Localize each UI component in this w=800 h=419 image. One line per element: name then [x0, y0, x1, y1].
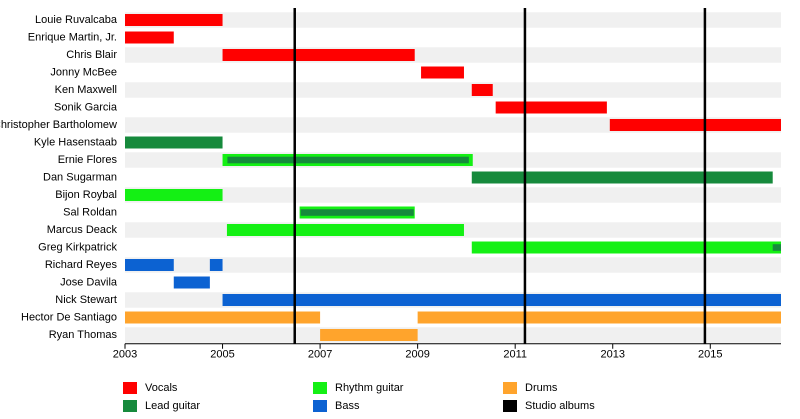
x-tick-label: 2015: [698, 349, 722, 361]
bar: [320, 329, 418, 341]
row-label: Jonny McBee: [50, 66, 117, 78]
bar: [209, 259, 223, 271]
legend-label: Bass: [335, 400, 360, 412]
row-label: Nick Stewart: [55, 294, 117, 306]
row-label: Ryan Thomas: [49, 329, 118, 341]
row-label: Kyle Hasenstaab: [34, 136, 117, 148]
row-label: Richard Reyes: [45, 259, 118, 271]
x-tick-label: 2007: [308, 349, 332, 361]
row-label: Christopher Bartholomew: [0, 119, 117, 131]
legend-label: Rhythm guitar: [335, 382, 404, 394]
row-band: [125, 327, 781, 343]
bar: [125, 31, 174, 44]
bar: [471, 171, 773, 184]
bar: [125, 189, 223, 201]
bar: [173, 276, 210, 289]
x-tick-label: 2009: [405, 349, 429, 361]
legend-swatch: [503, 382, 517, 394]
legend-label: Vocals: [145, 382, 178, 394]
row-label: Ernie Flores: [58, 154, 118, 166]
bar: [226, 224, 464, 236]
x-tick-label: 2013: [600, 349, 624, 361]
x-tick-label: 2003: [113, 349, 137, 361]
row-label: Louie Ruvalcaba: [35, 14, 118, 26]
legend-label: Studio albums: [525, 400, 595, 412]
row-label: Bijon Roybal: [55, 189, 117, 201]
x-tick-label: 2005: [210, 349, 234, 361]
bar: [227, 156, 469, 164]
legend-label: Drums: [525, 382, 558, 394]
bar: [222, 294, 782, 306]
legend-swatch: [313, 382, 327, 394]
row-band: [125, 187, 781, 203]
bar: [421, 66, 464, 79]
row-label: Hector De Santiago: [21, 311, 117, 323]
legend-label: Lead guitar: [145, 400, 200, 412]
row-band: [125, 12, 781, 28]
bar: [609, 119, 781, 131]
row-band: [125, 82, 781, 98]
row-label: Jose Davila: [60, 276, 118, 288]
legend-swatch: [313, 400, 327, 412]
bar: [125, 311, 321, 324]
bar: [495, 101, 607, 114]
row-label: Dan Sugarman: [43, 171, 117, 183]
bar: [300, 209, 414, 216]
bar: [125, 14, 223, 26]
row-label: Enrique Martin, Jr.: [28, 31, 117, 43]
row-band: [125, 257, 781, 273]
bar: [471, 241, 781, 254]
bar: [772, 244, 781, 251]
row-label: Chris Blair: [66, 49, 117, 61]
bar: [222, 49, 415, 61]
legend-swatch: [503, 400, 517, 412]
legend-swatch: [123, 400, 137, 412]
bar: [125, 136, 223, 149]
x-tick-label: 2011: [503, 349, 527, 361]
legend-swatch: [123, 382, 137, 394]
row-label: Ken Maxwell: [55, 84, 117, 96]
bar: [417, 311, 781, 324]
row-label: Sal Roldan: [63, 206, 117, 218]
row-label: Marcus Deack: [47, 224, 118, 236]
row-label: Sonik Garcia: [54, 101, 118, 113]
row-label: Greg Kirkpatrick: [38, 241, 117, 253]
bar: [125, 259, 174, 271]
bar: [471, 84, 493, 96]
